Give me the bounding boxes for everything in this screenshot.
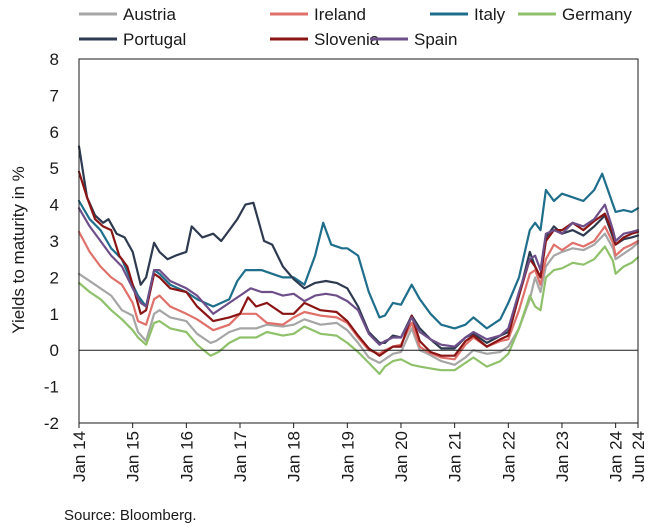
y-tick-label: 5 <box>50 159 59 178</box>
y-tick-label: 4 <box>50 196 59 215</box>
y-tick-label: -2 <box>44 414 59 433</box>
legend-label-spain: Spain <box>414 30 457 49</box>
x-tick-label: Jan 23 <box>553 431 572 482</box>
x-tick-label: Jan 18 <box>285 431 304 482</box>
y-axis-title: Yields to maturity in % <box>9 166 28 334</box>
y-tick-label: 7 <box>50 86 59 105</box>
x-tick-label: Jan 22 <box>499 431 518 482</box>
series-line-ireland <box>77 225 640 361</box>
x-tick-label: Jan 17 <box>231 431 250 482</box>
x-axis-ticks: Jan 14 Jan 15 Jan 16 Jan 17 Jan 18 Jan 19 Jan … <box>70 423 648 482</box>
y-axis-ticks: -2 -1 0 1 2 3 4 5 6 7 8 <box>44 50 59 433</box>
series-line-germany <box>77 245 640 375</box>
series-line-austria <box>77 232 640 366</box>
x-tick-label: Jan 16 <box>177 431 196 482</box>
x-tick-label: Jan 14 <box>70 431 89 482</box>
legend-label-germany: Germany <box>562 5 632 24</box>
legend-label-austria: Austria <box>123 5 176 24</box>
legend-label-portugal: Portugal <box>123 30 186 49</box>
y-tick-label: 0 <box>50 341 59 360</box>
x-tick-label: Jan 20 <box>392 431 411 482</box>
y-tick-label: 2 <box>50 268 59 287</box>
x-tick-label: Jan 21 <box>446 431 465 482</box>
x-tick-label: Jan 19 <box>338 431 357 482</box>
legend-label-slovenia: Slovenia <box>314 30 380 49</box>
plot-frame <box>78 58 639 424</box>
series-lines <box>77 145 640 375</box>
legend: Austria Ireland Italy Germany Portugal Sloven… <box>79 5 632 49</box>
legend-label-ireland: Ireland <box>314 5 366 24</box>
legend-label-italy: Italy <box>474 5 506 24</box>
y-tick-label: -1 <box>44 378 59 397</box>
series-line-portugal <box>77 145 640 350</box>
y-tick-label: 6 <box>50 123 59 142</box>
y-tick-label: 8 <box>50 50 59 69</box>
x-tick-label: Jan 15 <box>124 431 143 482</box>
y-tick-label: 1 <box>50 305 59 324</box>
source-note: Source: Bloomberg. <box>64 507 197 524</box>
y-tick-label: 3 <box>50 232 59 251</box>
x-tick-label: Jun 24 <box>629 431 648 482</box>
series-line-spain <box>77 203 640 348</box>
x-tick-label: Jan 24 <box>607 431 626 482</box>
series-line-italy <box>77 172 640 330</box>
